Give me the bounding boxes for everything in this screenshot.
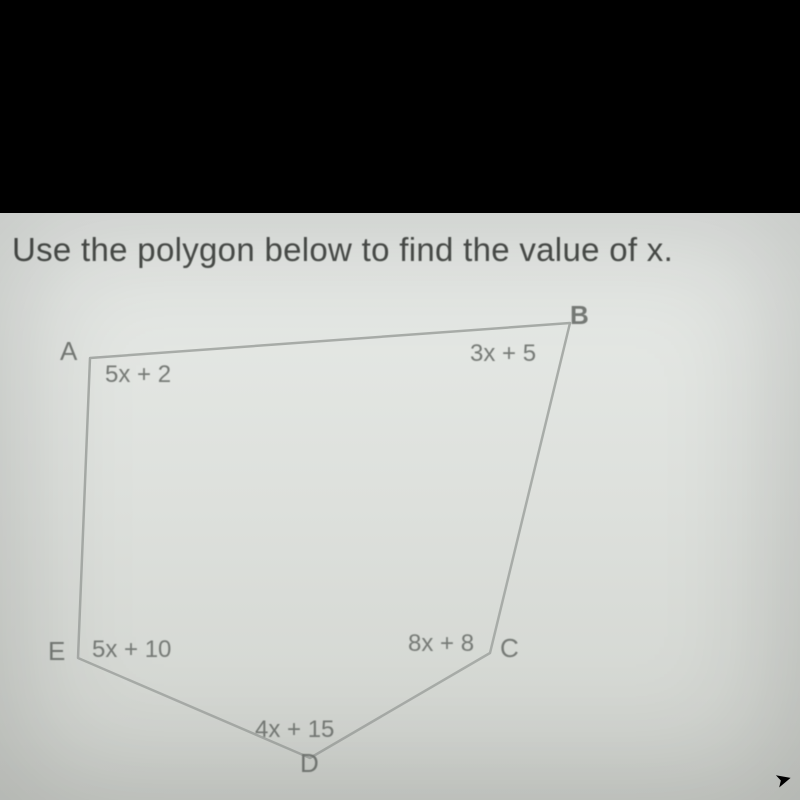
angle-label-e: 5x + 10 <box>92 636 171 664</box>
vertex-label-c: C <box>500 633 519 664</box>
angle-label-c: 8x + 8 <box>408 630 474 658</box>
polygon-diagram: A B C D E 5x + 2 3x + 5 8x + 8 4x + 15 5… <box>30 308 660 788</box>
vertex-label-e: E <box>48 636 65 667</box>
question-text: Use the polygon below to find the value … <box>12 231 673 269</box>
angle-label-a: 5x + 2 <box>105 361 171 389</box>
vertex-label-b: B <box>570 300 589 331</box>
worksheet-content: Use the polygon below to find the value … <box>0 213 800 800</box>
vertex-label-a: A <box>60 336 77 367</box>
angle-label-b: 3x + 5 <box>470 340 536 368</box>
vertex-label-d: D <box>300 748 319 779</box>
angle-label-d: 4x + 15 <box>255 716 334 744</box>
cursor-icon: ➤ <box>772 765 795 793</box>
